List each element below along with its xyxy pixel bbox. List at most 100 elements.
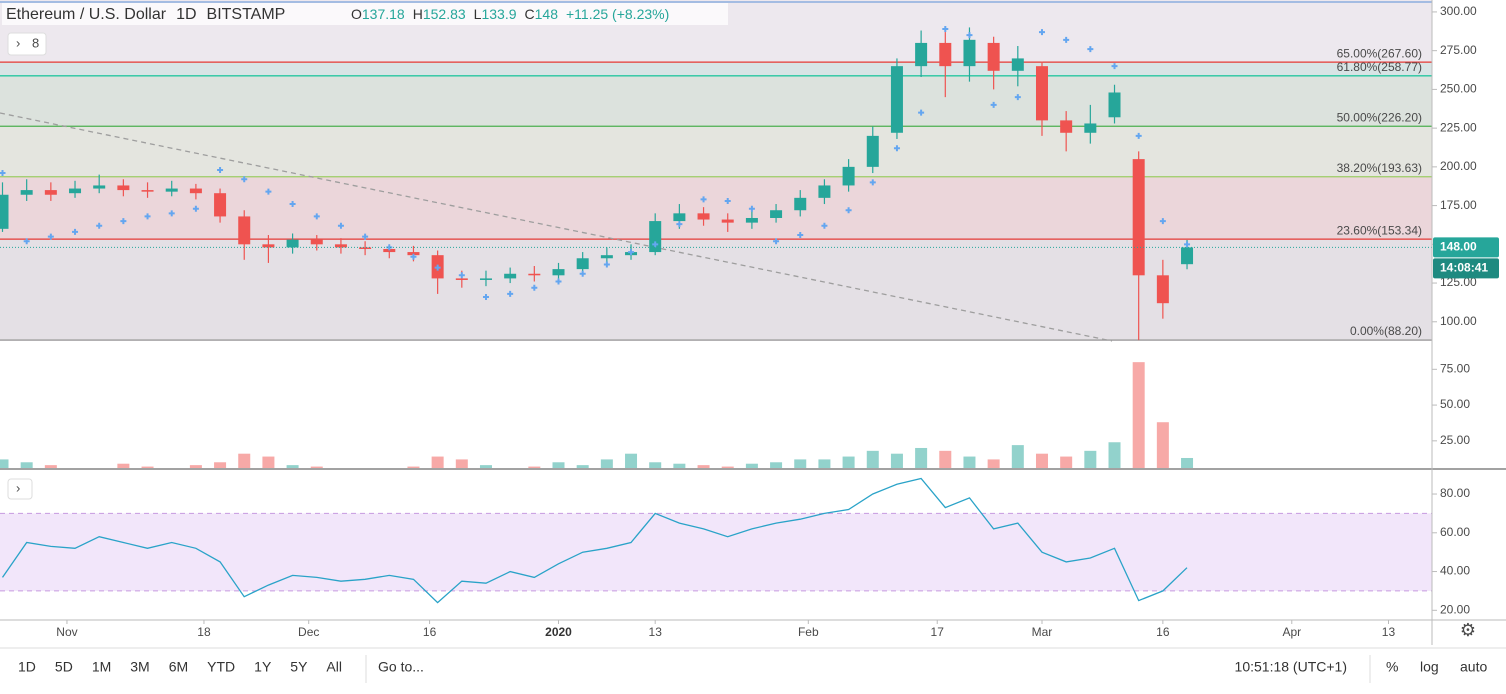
countdown-badge <box>1433 258 1499 279</box>
x-tick-label: Feb <box>798 625 819 639</box>
x-tick-label: 2020 <box>545 625 572 639</box>
volume-bar <box>407 466 420 468</box>
x-tick-label: 16 <box>1156 625 1170 639</box>
range-button[interactable]: 3M <box>130 659 149 675</box>
sar-point <box>72 228 79 235</box>
sar-point <box>168 210 175 217</box>
candle-body <box>1084 123 1097 133</box>
volume-bar <box>818 459 831 468</box>
fib-label: 23.60%(153.34) <box>1337 223 1422 237</box>
volume-bar <box>262 456 275 468</box>
rsi-toggle[interactable] <box>7 478 33 500</box>
fib-label: 38.20%(193.63) <box>1337 161 1422 175</box>
fib-band <box>0 239 1432 341</box>
sar-point <box>458 272 465 279</box>
candle-body <box>794 197 807 211</box>
candle-body <box>334 244 347 248</box>
sar-point <box>603 261 610 268</box>
candle-body <box>915 42 928 67</box>
volume-bar <box>1011 445 1024 468</box>
volume-bar <box>479 465 492 468</box>
volume-bar <box>915 447 928 468</box>
range-button[interactable]: 6M <box>169 659 188 675</box>
y-tick-label: 60.00 <box>1440 525 1470 539</box>
sar-point <box>942 25 949 32</box>
sar-point <box>1014 94 1021 101</box>
y-tick-label: 80.00 <box>1440 486 1470 500</box>
volume-bar <box>1132 362 1145 468</box>
chevron: › <box>16 480 20 495</box>
volume-bar <box>214 462 227 468</box>
indicators-toggle[interactable] <box>7 32 47 56</box>
volume-bar <box>625 453 638 468</box>
volume-bar <box>987 459 1000 468</box>
volume-bar <box>238 453 251 468</box>
range-button[interactable]: All <box>326 659 342 675</box>
volume-bar <box>455 459 468 468</box>
y-tick-label: 50.00 <box>1440 397 1470 411</box>
candle-body <box>407 252 420 256</box>
candle-body <box>383 248 396 253</box>
last-price-badge <box>1433 237 1499 258</box>
y-tick-label: 100.00 <box>1440 314 1477 328</box>
goto-button[interactable]: Go to... <box>378 659 424 675</box>
sar-point <box>1038 29 1045 36</box>
volume-bar <box>117 463 130 468</box>
axis-option[interactable]: log <box>1420 659 1439 675</box>
axis-option[interactable]: auto <box>1460 659 1487 675</box>
volume-bar <box>576 465 589 468</box>
settings-icon[interactable]: ⚙ <box>1460 620 1476 640</box>
candle-body <box>939 42 952 67</box>
fib-band <box>0 126 1432 177</box>
y-tick-label: 40.00 <box>1440 564 1470 578</box>
sar-point <box>918 109 925 116</box>
trend-line <box>0 112 1113 342</box>
volume-bar <box>1181 457 1194 468</box>
volume-bar <box>963 456 976 468</box>
x-tick-label: Dec <box>298 625 319 639</box>
volume-bar <box>673 463 686 468</box>
volume-bar <box>552 462 565 468</box>
sar-point <box>748 205 755 212</box>
sar-point <box>265 188 272 195</box>
sar-point <box>47 233 54 240</box>
range-button[interactable]: 1D <box>18 659 36 675</box>
fib-label: 61.80%(258.77) <box>1337 60 1422 74</box>
legend-bg <box>2 3 728 25</box>
axis-option[interactable]: % <box>1386 659 1398 675</box>
sar-point <box>869 179 876 186</box>
candle-body <box>359 247 372 249</box>
candle-body <box>214 193 227 217</box>
candle-body <box>745 217 758 223</box>
candle-body <box>963 39 976 67</box>
sar-point <box>628 249 635 256</box>
candle-body <box>818 185 831 198</box>
volume-bar <box>1156 422 1169 468</box>
candle-body <box>93 185 106 189</box>
range-button[interactable]: YTD <box>207 659 235 675</box>
volume-bar <box>1060 456 1073 468</box>
range-button[interactable]: 1Y <box>254 659 272 675</box>
volume-bar <box>1084 450 1097 468</box>
volume-bar <box>528 466 541 468</box>
sar-point <box>337 222 344 229</box>
candle-body <box>866 135 879 167</box>
sar-point <box>362 233 369 240</box>
ohlc: O137.18 H152.83 L133.9 C148 +11.25 (+8.23%) <box>351 6 669 22</box>
candle-body <box>0 194 9 229</box>
range-button[interactable]: 1M <box>92 659 111 675</box>
volume-bar <box>890 453 903 468</box>
volume-bar <box>842 456 855 468</box>
y-tick-label: 75.00 <box>1440 361 1470 375</box>
candle-body <box>842 166 855 186</box>
sar-point <box>217 166 224 173</box>
volume-bar <box>44 465 57 468</box>
range-button[interactable]: 5D <box>55 659 73 675</box>
sar-point <box>531 284 538 291</box>
candle-body <box>238 216 251 245</box>
candle-body <box>552 269 565 276</box>
sar-point <box>313 213 320 220</box>
sar-point <box>773 238 780 245</box>
candle-body <box>1011 58 1024 71</box>
range-button[interactable]: 5Y <box>290 659 308 675</box>
